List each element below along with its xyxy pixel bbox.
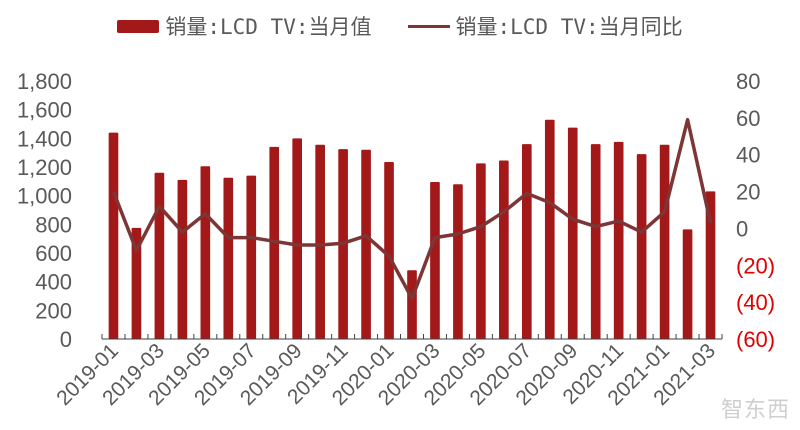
legend-item-line: 销量:LCD TV:当月同比 <box>407 11 683 41</box>
left-axis-tick-label: 600 <box>35 241 72 266</box>
bar <box>131 227 142 339</box>
bar <box>499 160 509 339</box>
legend-bar-label: 销量:LCD TV:当月值 <box>165 15 372 39</box>
bar <box>567 127 578 339</box>
bar <box>223 177 234 339</box>
left-axis-tick-label: 1,600 <box>17 98 72 123</box>
bar-series <box>108 119 716 339</box>
right-axis-tick-label: (60) <box>736 327 775 352</box>
bar <box>315 144 325 339</box>
bar <box>659 144 670 339</box>
right-axis-tick-label: 80 <box>736 69 760 94</box>
bar <box>476 163 486 339</box>
yoy-line-series <box>111 117 713 301</box>
chart-legend: 销量:LCD TV:当月值 销量:LCD TV:当月同比 <box>0 8 800 44</box>
bar <box>705 191 716 339</box>
bar <box>154 172 165 339</box>
bar <box>544 119 555 339</box>
left-axis-tick-label: 800 <box>35 212 72 237</box>
left-axis-tick-label: 0 <box>60 327 72 352</box>
bar <box>407 270 417 339</box>
bar <box>590 144 601 339</box>
bar <box>246 175 257 339</box>
left-axis-tick-label: 1,200 <box>17 155 72 180</box>
left-axis-tick-label: 1,000 <box>17 184 72 209</box>
bar <box>682 229 693 339</box>
right-y-axis: 80 60 40 20 0 (20) (40) (60) <box>736 69 775 352</box>
bar <box>361 149 371 339</box>
left-axis-tick-label: 1,800 <box>17 69 72 94</box>
right-axis-tick-label: 40 <box>736 143 760 168</box>
x-axis-labels: 2019-012019-032019-052019-072019-092019-… <box>52 339 720 410</box>
bar <box>636 154 647 339</box>
legend-item-bar: 销量:LCD TV:当月值 <box>117 11 372 41</box>
left-axis-tick-label: 400 <box>35 270 72 295</box>
x-axis <box>101 334 723 340</box>
left-axis-tick-label: 1,400 <box>17 126 72 151</box>
right-axis-tick-label: 60 <box>736 106 760 131</box>
watermark-logo: 智东西 <box>720 398 790 423</box>
bar <box>384 161 394 339</box>
left-y-axis: 0 200 400 600 800 1,000 1,200 1,400 1,600 1,800 <box>17 69 72 352</box>
legend-line-label: 销量:LCD TV:当月同比 <box>455 15 683 39</box>
bar <box>200 166 211 339</box>
bar <box>453 184 463 339</box>
bar <box>430 182 440 339</box>
right-axis-tick-label: 0 <box>736 216 748 241</box>
bar <box>521 144 532 339</box>
bar <box>613 141 624 339</box>
line-swatch-icon <box>407 24 450 28</box>
right-axis-tick-label: 20 <box>736 180 760 205</box>
bar <box>292 138 303 339</box>
bar <box>108 132 119 339</box>
right-axis-tick-label: (20) <box>736 253 775 278</box>
bar <box>177 179 188 339</box>
right-axis-tick-label: (40) <box>736 290 775 315</box>
left-axis-tick-label: 200 <box>35 298 72 323</box>
bar-swatch-icon <box>117 19 160 33</box>
